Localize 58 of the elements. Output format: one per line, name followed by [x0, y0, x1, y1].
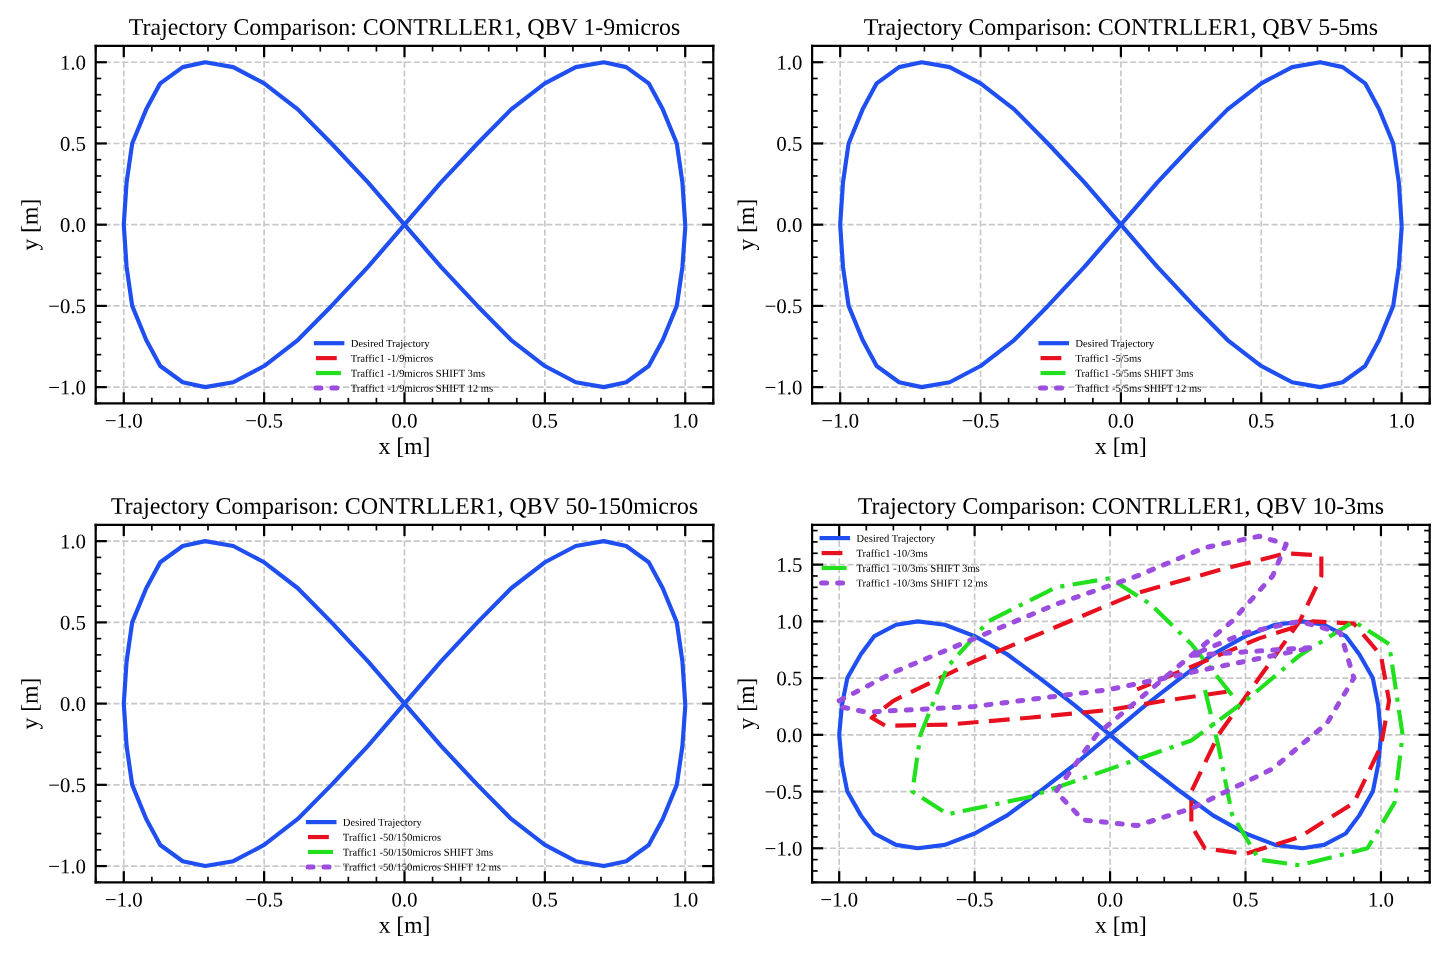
y-axis-title: y [m] [21, 200, 43, 251]
y-axis-title: y [m] [737, 200, 760, 251]
x-tick-label: 1.0 [674, 892, 698, 907]
x-tick-label: 1.0 [674, 413, 698, 428]
x-tick-label: −0.5 [956, 892, 993, 907]
y-tick-label: 0.5 [60, 136, 86, 151]
line-series [838, 60, 1404, 390]
y-tick-label: 1.0 [778, 55, 802, 70]
x-tick-label: −1.0 [821, 892, 858, 907]
x-tick-label: −1.0 [822, 413, 859, 428]
x-tick-label: −0.5 [962, 413, 999, 428]
x-tick-label: −1.0 [105, 413, 142, 428]
y-tick-label: −1.0 [49, 380, 86, 395]
y-tick-label: 0.0 [777, 218, 802, 233]
x-axis-title: x [m] [1095, 916, 1146, 937]
y-tick-label: −1.0 [765, 380, 802, 395]
x-axis-title: x [m] [378, 916, 429, 937]
y-axis-title: y [m] [21, 679, 43, 730]
x-tick-label: −0.5 [246, 892, 283, 907]
y-tick-label: 0.5 [777, 136, 802, 151]
y-tick-label: −1.0 [49, 859, 86, 874]
y-tick-label: 1.0 [778, 614, 802, 629]
x-tick-label: 0.0 [392, 892, 417, 907]
x-tick-label: −0.5 [246, 413, 283, 428]
y-tick-label: −1.0 [765, 841, 802, 856]
y-axis-title: y [m] [737, 679, 760, 730]
y-tick-label: 0.5 [60, 615, 86, 630]
x-tick-label: −1.0 [105, 892, 142, 907]
chart-title: Trajectory Comparison: CONTRLLER1, QBV 5-5ms [864, 19, 1378, 41]
x-tick-label: 0.5 [532, 413, 558, 428]
y-tick-label: 0.0 [60, 218, 86, 233]
x-tick-label: 0.0 [1097, 892, 1123, 907]
chart-title: Trajectory Comparison: CONTRLLER1, QBV 50-150micros [111, 497, 698, 519]
y-tick-label: −0.5 [49, 778, 86, 793]
y-tick-label: 1.5 [778, 558, 802, 573]
line-series [837, 619, 1384, 851]
line-series [836, 533, 1357, 829]
x-tick-label: 1.0 [1390, 413, 1414, 428]
line-series [121, 539, 688, 869]
chart-title: Trajectory Comparison: CONTRLLER1, QBV 1-9micros [129, 19, 680, 41]
y-tick-label: 0.0 [60, 696, 86, 712]
x-tick-label: 0.5 [1233, 892, 1258, 907]
y-tick-label: 0.0 [777, 728, 802, 743]
y-tick-label: 0.5 [777, 671, 802, 686]
chart-title: Trajectory Comparison: CONTRLLER1, QBV 10-3ms [858, 497, 1384, 519]
y-tick-label: −0.5 [49, 299, 86, 314]
x-tick-label: 1.0 [1369, 892, 1394, 907]
y-tick-label: −0.5 [765, 299, 802, 314]
x-tick-label: 0.0 [392, 413, 417, 428]
y-tick-label: 1.0 [61, 534, 86, 549]
y-tick-label: 1.0 [61, 55, 86, 70]
line-series [121, 60, 688, 390]
y-tick-label: −0.5 [765, 784, 802, 800]
x-axis-title: x [m] [1095, 437, 1146, 458]
x-axis-title: x [m] [378, 437, 429, 458]
x-tick-label: 0.5 [1249, 413, 1274, 428]
x-tick-label: 0.0 [1108, 413, 1134, 428]
x-tick-label: 0.5 [532, 892, 558, 907]
